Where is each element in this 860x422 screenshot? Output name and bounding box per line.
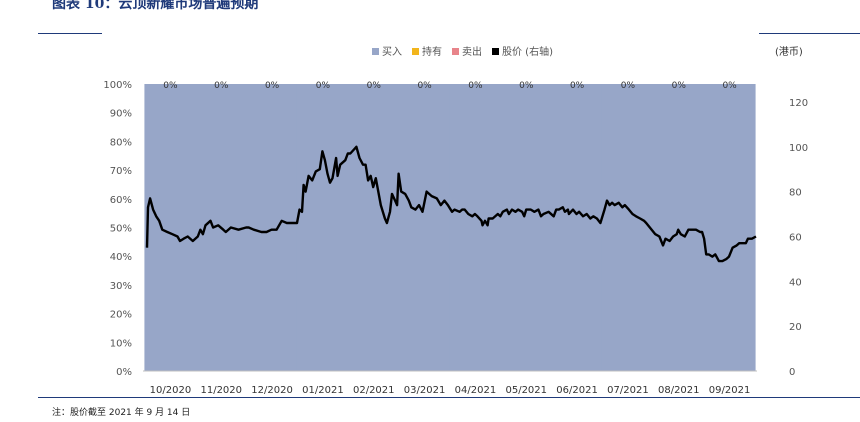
x-tick-label: 01/2021 (302, 385, 344, 396)
bar-buy-2 (246, 84, 299, 371)
legend-swatch-2 (452, 48, 459, 55)
x-tick-label: 12/2020 (251, 385, 293, 396)
x-tick-label: 11/2020 (200, 385, 242, 396)
x-tick-label: 02/2021 (353, 385, 395, 396)
bar-label: 0% (468, 81, 483, 91)
x-tick-label: 04/2021 (455, 385, 497, 396)
title-rule-right (759, 33, 860, 34)
bar-buy-9 (601, 84, 654, 371)
title-rule-left (38, 33, 102, 34)
x-tick-label: 05/2021 (505, 385, 547, 396)
bar-buy-7 (500, 84, 553, 371)
y-left-tick-label: 50% (110, 224, 132, 235)
legend-swatch-0 (372, 48, 379, 55)
legend-label-0: 买入 (382, 46, 402, 58)
y-left-tick-label: 80% (110, 137, 132, 148)
x-tick-label: 10/2020 (150, 385, 192, 396)
legend-label-1: 持有 (422, 45, 442, 58)
bar-label: 0% (367, 81, 382, 91)
y-left-tick-label: 0% (116, 367, 132, 378)
y-right-tick-label: 20 (789, 322, 802, 333)
y-right-tick-label: 60 (789, 232, 802, 243)
bar-label: 0% (621, 81, 636, 91)
y-left-tick-label: 70% (110, 166, 132, 177)
bar-label: 0% (672, 81, 687, 91)
bar-buy-10 (652, 84, 705, 371)
bar-label: 0% (265, 81, 280, 91)
bar-buy-4 (347, 84, 400, 371)
bar-buy-8 (551, 84, 604, 371)
bar-label: 0% (214, 81, 229, 91)
bar-buy-0 (144, 84, 197, 371)
y-right-tick-label: 80 (789, 188, 802, 199)
y-left-tick-label: 30% (110, 281, 132, 292)
y-left-tick-label: 100% (103, 80, 132, 91)
bar-buy-6 (449, 84, 502, 371)
x-tick-label: 09/2021 (709, 385, 751, 396)
bar-label: 0% (519, 81, 534, 91)
bar-label: 0% (163, 81, 178, 91)
y-left-tick-label: 20% (110, 310, 132, 321)
x-tick-label: 03/2021 (404, 385, 446, 396)
series-line-price (145, 145, 757, 263)
y-left-tick-label: 90% (110, 109, 132, 120)
x-tick-label: 07/2021 (607, 385, 649, 396)
footnote: 注：股价截至 2021 年 9 月 14 日 (52, 408, 191, 418)
legend-swatch-3 (492, 48, 499, 55)
legend-label-3: 股价 (右轴) (502, 45, 553, 58)
y-left-tick-label: 60% (110, 195, 132, 206)
y-right-tick-label: 100 (789, 143, 808, 154)
x-tick-label: 06/2021 (556, 385, 598, 396)
bar-buy-5 (398, 84, 451, 371)
y-right-tick-label: 0 (789, 367, 795, 378)
footer-rule (38, 397, 860, 398)
chart-canvas: 0%10/20200%11/20200%12/20200%01/20210%02… (103, 45, 808, 396)
legend-swatch-1 (412, 48, 419, 55)
bar-label: 0% (722, 81, 737, 91)
bar-label: 0% (316, 81, 331, 91)
y-left-tick-label: 40% (110, 252, 132, 263)
y-left-tick-label: 10% (110, 338, 132, 349)
legend-label-2: 卖出 (462, 45, 482, 58)
y-right-unit: (港币) (775, 46, 803, 58)
bar-label: 0% (417, 81, 432, 91)
x-tick-label: 08/2021 (658, 385, 700, 396)
y-right-tick-label: 40 (789, 277, 802, 288)
bar-buy-3 (296, 84, 349, 371)
bar-label: 0% (570, 81, 585, 91)
y-right-tick-label: 120 (789, 98, 808, 109)
bar-buy-11 (703, 84, 756, 371)
chart-title: 图表 10：云顶新耀市场普遍预期 (52, 0, 259, 12)
